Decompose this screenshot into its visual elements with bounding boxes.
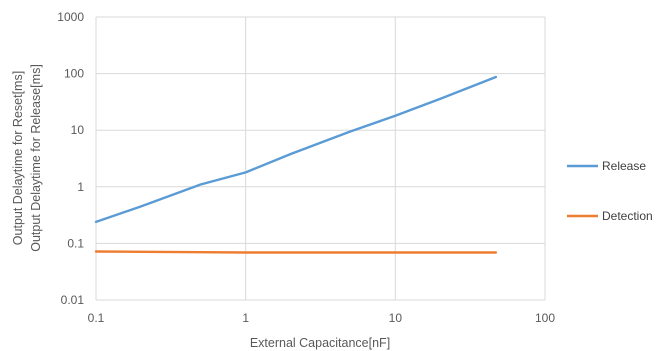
x-tick-label: 0.1 xyxy=(88,311,105,325)
x-tick-labels: 0.1 1 10 100 xyxy=(88,311,556,325)
x-tick-label: 10 xyxy=(389,311,403,325)
legend-label-detection: Detection xyxy=(602,209,653,223)
grid-lines xyxy=(95,16,546,301)
x-axis-title: External Capacitance[nF] xyxy=(250,336,390,350)
x-tick-label: 1 xyxy=(242,311,249,325)
series-line-release xyxy=(94,75,498,224)
y-tick-label: 100 xyxy=(64,67,84,81)
series-lines xyxy=(94,75,498,254)
y-axis-title-line-2: Output Delaytime for Release[ms] xyxy=(29,64,43,252)
y-axis-title-line-1: Output Delaytime for Reset[ms] xyxy=(11,71,25,245)
plot-area xyxy=(96,17,545,300)
y-tick-label: 1 xyxy=(77,180,84,194)
legend-label-release: Release xyxy=(602,159,646,173)
y-tick-labels: 0.01 0.1 1 10 100 1000 xyxy=(57,10,84,307)
series-line-detection xyxy=(94,250,498,254)
y-tick-label: 10 xyxy=(71,123,85,137)
legend: Release Detection xyxy=(567,159,653,223)
y-tick-label: 0.01 xyxy=(61,293,85,307)
y-tick-label: 1000 xyxy=(57,10,84,24)
x-tick-label: 100 xyxy=(535,311,555,325)
y-tick-label: 0.1 xyxy=(67,236,84,250)
